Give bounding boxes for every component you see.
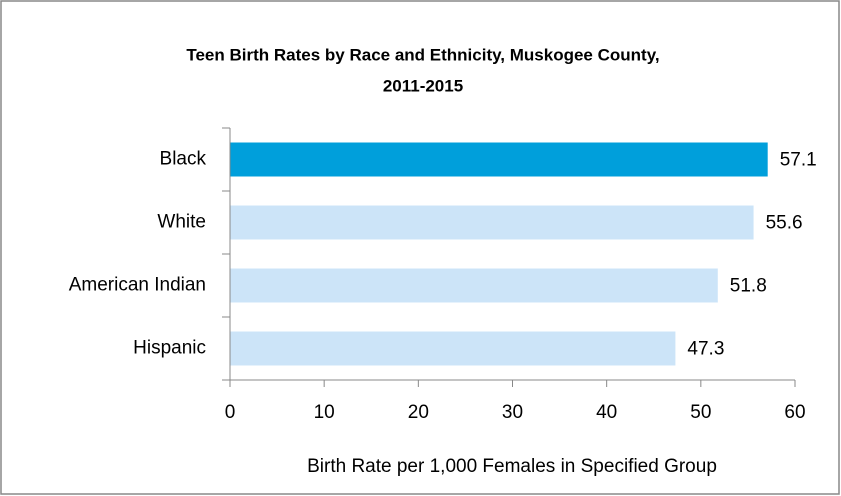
x-tick-label: 60 bbox=[784, 402, 805, 423]
x-axis-label: Birth Rate per 1,000 Females in Specifie… bbox=[307, 456, 717, 477]
bar bbox=[230, 205, 754, 240]
y-tick-label: Black bbox=[160, 149, 207, 170]
x-tick-label: 0 bbox=[225, 402, 236, 423]
x-tick-label: 50 bbox=[690, 402, 711, 423]
data-label: 55.6 bbox=[766, 213, 803, 234]
bar bbox=[230, 331, 676, 366]
y-tick-label: Hispanic bbox=[133, 338, 206, 359]
x-tick-label: 10 bbox=[314, 402, 335, 423]
y-tick-label: White bbox=[157, 212, 206, 233]
chart-title: 2011-2015 bbox=[383, 76, 463, 95]
y-tick-label: American Indian bbox=[69, 275, 206, 296]
x-tick-label: 30 bbox=[502, 402, 523, 423]
data-label: 47.3 bbox=[687, 339, 724, 360]
x-tick-label: 20 bbox=[408, 402, 429, 423]
bar bbox=[230, 142, 768, 177]
x-tick-label: 40 bbox=[596, 402, 617, 423]
data-label: 51.8 bbox=[730, 276, 767, 297]
bar bbox=[230, 268, 718, 303]
chart-title: Teen Birth Rates by Race and Ethnicity, … bbox=[186, 45, 659, 64]
data-label: 57.1 bbox=[780, 150, 817, 171]
